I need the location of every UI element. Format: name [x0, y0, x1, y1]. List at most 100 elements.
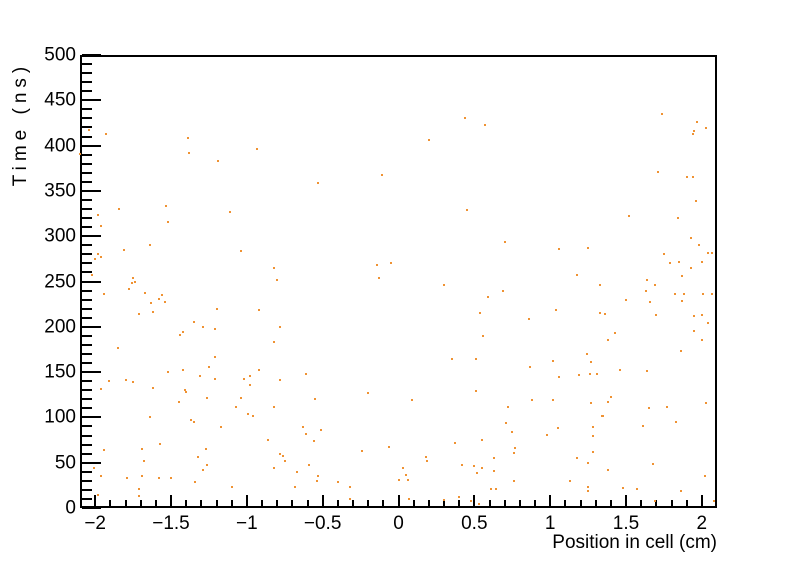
- y-minor-tick: [82, 307, 92, 310]
- y-tick-label: 200: [44, 316, 76, 338]
- data-point: [480, 439, 483, 442]
- data-point: [151, 387, 154, 390]
- y-minor-tick: [82, 488, 92, 491]
- x-tick-label: 1.5: [612, 513, 640, 534]
- data-point: [703, 475, 706, 478]
- data-point: [493, 469, 496, 472]
- data-point: [614, 332, 617, 335]
- data-point: [361, 449, 364, 452]
- data-point: [685, 176, 688, 179]
- data-point: [242, 378, 245, 381]
- data-point: [230, 486, 233, 489]
- data-point: [141, 475, 144, 478]
- data-point: [100, 388, 103, 391]
- data-point: [204, 448, 207, 451]
- data-point: [376, 264, 379, 267]
- data-point: [577, 373, 580, 376]
- data-point: [257, 308, 260, 311]
- data-point: [116, 346, 119, 349]
- data-point: [126, 477, 129, 480]
- data-point: [665, 406, 668, 409]
- data-point: [100, 256, 103, 259]
- data-point: [94, 257, 97, 260]
- data-point: [91, 274, 94, 277]
- y-minor-tick: [82, 135, 92, 138]
- data-point: [675, 420, 678, 423]
- data-point: [644, 289, 647, 292]
- data-point: [130, 282, 133, 285]
- data-point: [157, 297, 160, 300]
- x-tick-label: 0.5: [461, 513, 488, 534]
- x-minor-tick: [655, 500, 658, 506]
- data-point: [653, 284, 656, 287]
- data-point: [279, 452, 282, 455]
- y-tick-label: 450: [44, 89, 76, 111]
- data-point: [552, 399, 555, 402]
- data-point: [474, 358, 477, 361]
- y-minor-tick: [82, 208, 92, 211]
- x-minor-tick: [109, 500, 112, 506]
- y-minor-tick: [82, 343, 92, 346]
- data-point: [79, 152, 81, 155]
- data-point: [88, 129, 91, 132]
- y-minor-tick: [82, 63, 92, 66]
- data-point: [558, 247, 561, 250]
- data-point: [213, 378, 216, 381]
- data-point: [348, 497, 351, 500]
- data-point: [215, 307, 218, 310]
- y-tick-label: 100: [44, 406, 76, 428]
- x-minor-tick: [291, 500, 294, 506]
- data-point: [188, 151, 191, 154]
- y-minor-tick: [82, 452, 92, 455]
- data-point: [402, 467, 405, 470]
- x-minor-tick: [367, 500, 370, 506]
- x-minor-tick: [200, 500, 203, 506]
- x-minor-tick: [336, 500, 339, 506]
- x-minor-tick: [503, 500, 506, 506]
- y-minor-tick: [82, 217, 92, 220]
- data-point: [693, 314, 696, 317]
- y-minor-tick: [82, 316, 92, 319]
- data-point: [512, 479, 515, 482]
- x-minor-tick: [352, 500, 354, 506]
- data-point: [251, 414, 254, 417]
- data-point: [189, 419, 192, 422]
- data-point: [479, 312, 482, 315]
- data-point: [458, 496, 461, 499]
- data-point: [118, 208, 121, 211]
- data-point: [213, 355, 216, 358]
- data-point: [206, 397, 209, 400]
- y-major-tick: [82, 461, 101, 464]
- x-major-tick: [397, 495, 400, 506]
- data-point: [465, 208, 468, 211]
- x-tick-label: 0: [393, 513, 404, 534]
- data-point: [587, 461, 590, 464]
- data-point: [443, 284, 445, 287]
- data-point: [248, 383, 251, 386]
- data-point: [348, 486, 351, 489]
- data-point: [217, 160, 220, 162]
- data-point: [635, 487, 638, 490]
- x-minor-tick: [139, 500, 142, 506]
- data-point: [476, 471, 479, 474]
- y-axis-title: Time (ns): [10, 61, 31, 187]
- data-point: [483, 123, 486, 126]
- data-point: [308, 464, 311, 467]
- data-point: [267, 439, 270, 442]
- data-point: [100, 225, 103, 228]
- data-point: [192, 420, 195, 423]
- data-point: [606, 339, 609, 342]
- data-point: [315, 479, 318, 482]
- data-point: [453, 441, 456, 444]
- x-major-tick: [700, 495, 703, 506]
- x-minor-tick: [534, 500, 536, 506]
- data-point: [606, 400, 609, 403]
- x-major-tick: [245, 495, 248, 506]
- y-major-tick: [82, 325, 101, 328]
- data-point: [591, 435, 594, 438]
- data-point: [97, 253, 100, 256]
- data-point: [529, 365, 532, 368]
- data-point: [696, 121, 699, 124]
- data-point: [681, 275, 684, 278]
- y-minor-tick: [82, 497, 92, 500]
